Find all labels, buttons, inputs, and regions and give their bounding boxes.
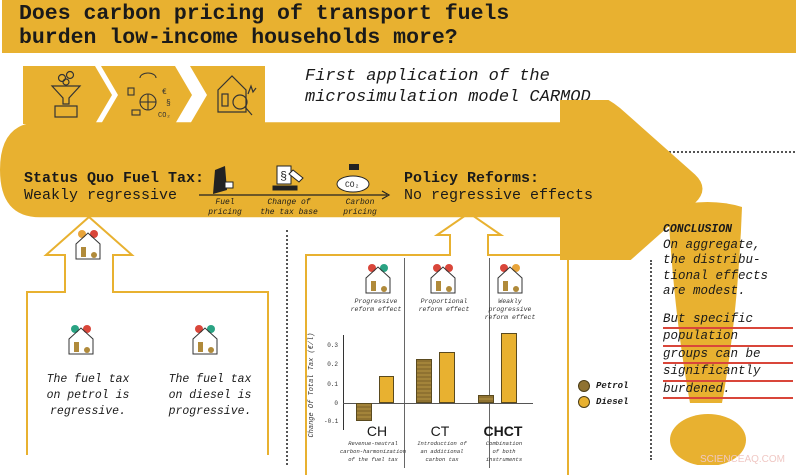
status-quo-heading: Status Quo Fuel Tax:	[24, 170, 205, 187]
timeline-label-tax-base: Change of the tax base	[260, 198, 318, 217]
legend-item-petrol: Petrol	[578, 378, 648, 394]
category-chct: CHCT	[483, 423, 523, 439]
chart-divider-1	[404, 258, 405, 468]
policy-chart-outline	[305, 215, 569, 475]
chart-legend: Petrol Diesel	[578, 378, 648, 410]
svg-text:CO₂: CO₂	[345, 181, 359, 190]
bar-ch-petrol	[356, 403, 372, 421]
reform-label-progressive: Progressive reform effect	[350, 298, 402, 313]
simulation-wheel-icon: € § CO₂	[127, 72, 171, 120]
bar-ch-diesel	[379, 376, 394, 403]
dotted-divider-right	[620, 151, 795, 153]
co2-cloud-icon: CO₂	[336, 164, 370, 193]
reform-label-proportional: Proportional reform effect	[418, 298, 470, 313]
timeline-label-carbon-pricing: Carbon pricing	[343, 198, 377, 217]
svg-text:CO₂: CO₂	[158, 112, 171, 120]
fuel-nozzle-icon	[213, 166, 234, 194]
status-quo-detail-outline	[26, 215, 269, 455]
house-magnifier-icon	[217, 75, 257, 116]
svg-text:€: €	[162, 88, 167, 97]
reform-label-weakly-progressive: Weakly progressive reform effect	[484, 298, 536, 321]
title-line-2: burden low-income households more?	[19, 26, 458, 50]
process-chevrons: € § CO₂	[23, 66, 265, 124]
conclusion-block: CONCLUSION On aggregate, the distribu- t…	[663, 222, 793, 399]
house-icon-petrol	[68, 325, 94, 355]
policy-reforms-block: Policy Reforms: No regressive effects	[404, 170, 593, 204]
petrol-regressive-text: The fuel tax on petrol is regressive.	[46, 373, 130, 418]
bar-chct-diesel	[501, 333, 517, 403]
ytick-minus-0.1: -0.1	[324, 418, 339, 425]
timeline-label-fuel-pricing: Fuel pricing	[208, 198, 242, 217]
ytick-0.1: 0.1	[327, 381, 338, 388]
status-quo-value: Weakly regressive	[24, 187, 178, 204]
title-line-1: Does carbon pricing of transport fuels	[19, 2, 510, 26]
legend-swatch-diesel	[578, 396, 590, 408]
house-icon-proportional	[430, 264, 456, 294]
conclusion-heading: CONCLUSION	[663, 223, 733, 236]
bar-chct-petrol	[478, 395, 494, 403]
house-icon-progressive	[365, 264, 391, 294]
category-desc-chct: Combination of both instruments	[485, 440, 523, 463]
chart-zero-line	[343, 403, 533, 404]
category-desc-ct: Introduction of an additional carbon tax	[417, 440, 467, 463]
title-banner: Does carbon pricing of transport fuels b…	[2, 0, 796, 53]
dotted-divider-vertical	[286, 230, 288, 465]
svg-text:§: §	[280, 170, 287, 184]
category-ct: CT	[430, 423, 450, 439]
timeline-icons: § CO₂	[213, 164, 370, 194]
policy-reforms-value: No regressive effects	[404, 187, 594, 204]
legend-item-diesel: Diesel	[578, 394, 648, 410]
house-icon-weakly-progressive	[497, 264, 523, 294]
ytick-0.3: 0.3	[327, 342, 338, 349]
bar-ct-petrol	[416, 359, 432, 403]
status-quo-block: Status Quo Fuel Tax: Weakly regressive	[24, 170, 204, 204]
exclamation-mark-graphic	[668, 202, 746, 465]
funnel-data-icon	[50, 70, 82, 118]
svg-text:§: §	[166, 99, 171, 108]
timeline-arrow	[199, 190, 391, 200]
house-icon-status-quo	[75, 230, 101, 260]
watermark: SCIENCEAQ.COM	[700, 454, 786, 465]
chart-divider-2	[489, 258, 490, 468]
law-gavel-icon: §	[272, 165, 304, 191]
chart-y-axis-label: Change Of Total Tax (€/l)	[308, 332, 316, 438]
house-icon-diesel	[192, 325, 218, 355]
ytick-0.2: 0.2	[327, 361, 338, 368]
bar-ct-diesel	[439, 352, 455, 403]
ytick-0: 0	[334, 400, 338, 407]
category-ch: CH	[366, 423, 388, 439]
policy-reforms-heading: Policy Reforms:	[404, 170, 540, 187]
chart-y-axis	[343, 335, 344, 430]
dotted-divider-vertical-right	[650, 260, 652, 460]
subtitle: First application of the microsimulation…	[305, 67, 591, 107]
chart-y-axis-label-wrap: Change Of Total Tax (€/l)	[308, 330, 320, 440]
category-desc-ch: Revenue-neutral carbon-harmonization of th…	[339, 440, 406, 463]
diesel-progressive-text: The fuel tax on diesel is progressive.	[168, 373, 252, 418]
legend-swatch-petrol	[578, 380, 590, 392]
